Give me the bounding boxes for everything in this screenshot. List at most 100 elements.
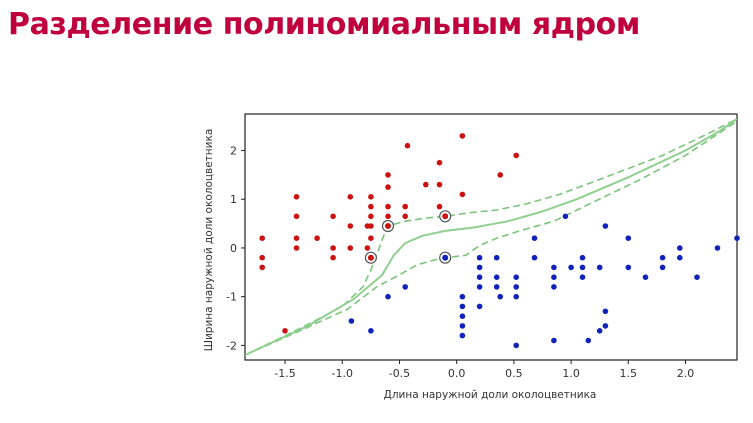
x-tick-label: 1.0 — [562, 367, 580, 380]
y-tick-label: 1 — [230, 193, 237, 206]
y-tick-label: -1 — [226, 291, 237, 304]
red-data-point — [293, 245, 300, 251]
red-data-point — [385, 213, 391, 220]
red-data-point — [385, 184, 391, 190]
blue-data-point — [531, 254, 538, 261]
red-data-point — [259, 264, 266, 271]
red-data-point — [368, 235, 374, 241]
blue-data-point — [402, 284, 409, 290]
blue-data-point — [602, 223, 609, 229]
blue-data-point — [551, 264, 557, 271]
red-data-point — [368, 223, 374, 229]
blue-data-point — [625, 264, 632, 271]
blue-data-point — [513, 284, 519, 290]
blue-data-point — [493, 254, 500, 261]
blue-data-point — [579, 254, 586, 261]
blue-data-point — [476, 264, 483, 271]
red-data-point — [436, 159, 443, 166]
blue-data-point — [734, 235, 740, 241]
x-tick-label: 2.0 — [677, 367, 695, 380]
blue-data-point — [385, 293, 391, 300]
margin-lower-line — [245, 120, 737, 356]
red-data-point — [436, 203, 443, 210]
red-data-point — [330, 254, 336, 261]
red-data-point — [259, 254, 266, 261]
support-vector-point — [442, 254, 449, 261]
support-vector-point — [367, 254, 374, 261]
red-data-point — [347, 245, 354, 251]
red-data-point — [314, 235, 320, 241]
red-data-point — [293, 235, 300, 241]
blue-data-point — [677, 245, 683, 251]
blue-data-point — [531, 235, 538, 241]
blue-data-point — [694, 274, 700, 281]
x-tick-label: -0.5 — [389, 367, 410, 380]
y-tick-label: 2 — [230, 145, 237, 158]
x-tick-label: 1.5 — [620, 367, 638, 380]
red-data-point — [259, 235, 266, 241]
blue-data-point — [579, 274, 586, 281]
red-data-point — [497, 172, 504, 178]
y-tick-label: -2 — [226, 339, 237, 352]
blue-data-point — [368, 328, 374, 334]
blue-data-point — [459, 303, 466, 310]
red-data-point — [330, 245, 336, 251]
blue-data-point — [459, 332, 466, 339]
decision-boundary-line — [245, 118, 737, 357]
y-axis-ticks: -2 -1 0 1 2 — [226, 145, 245, 352]
blue-data-point — [476, 303, 483, 310]
blue-data-point — [562, 213, 569, 220]
y-axis-label: Ширина наружной доли околоцветника — [203, 129, 215, 352]
blue-data-point — [513, 342, 519, 349]
red-data-point — [513, 152, 519, 159]
blue-data-point — [476, 254, 483, 261]
red-data-point — [293, 213, 300, 220]
blue-data-point — [596, 328, 603, 334]
margin-upper-line — [245, 118, 737, 356]
red-data-point — [385, 172, 391, 178]
blue-data-point — [642, 274, 649, 281]
red-data-point — [364, 245, 371, 251]
blue-data-point — [602, 323, 609, 329]
red-data-point — [282, 328, 288, 334]
decision-curves — [245, 118, 737, 357]
blue-data-point — [625, 235, 632, 241]
page-title: Разделение полиномиальным ядром — [8, 7, 641, 42]
blue-data-point — [348, 318, 355, 324]
red-data-point — [368, 213, 374, 220]
red-data-point — [436, 181, 443, 188]
x-axis-label: Длина наружной доли околоцветника — [384, 389, 597, 401]
red-data-point — [402, 203, 409, 210]
red-data-point — [368, 203, 374, 210]
red-data-point — [385, 203, 391, 210]
blue-data-point — [459, 293, 466, 300]
red-data-point — [404, 142, 411, 149]
data-points — [259, 133, 740, 349]
red-data-point — [330, 213, 336, 220]
blue-data-point — [459, 323, 466, 329]
blue-data-point — [596, 264, 603, 271]
blue-data-point — [513, 274, 519, 281]
support-vectors — [364, 210, 452, 264]
blue-data-point — [513, 293, 519, 300]
blue-data-point — [497, 293, 504, 300]
blue-data-point — [493, 284, 500, 290]
blue-data-point — [459, 313, 466, 320]
blue-data-point — [659, 264, 666, 271]
x-axis-ticks: -1.5 -1.0 -0.5 0.0 0.5 1.0 1.5 2.0 — [274, 360, 694, 380]
support-vector-point — [385, 223, 391, 229]
x-tick-label: 0.5 — [505, 367, 523, 380]
red-data-point — [347, 223, 354, 229]
blue-data-point — [476, 284, 483, 290]
x-tick-label: -1.0 — [332, 367, 353, 380]
blue-data-point — [677, 254, 683, 261]
red-data-point — [459, 133, 466, 139]
blue-data-point — [659, 254, 666, 261]
blue-data-point — [551, 337, 557, 344]
x-tick-label: 0.0 — [448, 367, 466, 380]
blue-data-point — [714, 245, 721, 251]
support-vector-point — [442, 213, 449, 220]
red-data-point — [423, 181, 429, 188]
red-data-point — [402, 213, 409, 220]
